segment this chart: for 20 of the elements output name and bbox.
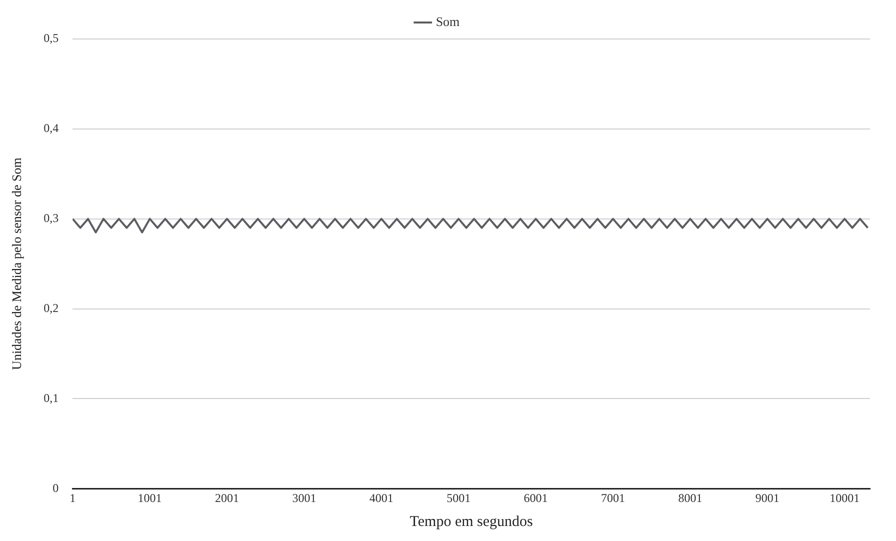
y-tick-label: 0,3 [44,210,59,225]
x-tick-label: 3001 [292,490,316,505]
x-tick-label: 1001 [138,490,162,505]
y-tick-label: 0,1 [44,390,59,405]
x-tick-label: 1 [70,490,76,505]
y-tick-label: 0,2 [44,300,59,315]
y-tick-label: 0,4 [44,121,59,136]
x-tick-label: 9001 [755,490,780,505]
y-tick-label: 0,5 [44,31,59,46]
x-tick-label: 2001 [215,490,239,505]
x-axis-title: Tempo em segundos [410,514,534,530]
x-tick-label: 4001 [369,490,394,505]
y-tick-label: 0 [52,480,59,495]
x-tick-label: 8001 [678,490,702,505]
legend-label: Som [436,14,460,29]
x-tick-label: 10001 [830,490,860,505]
x-tick-label: 7001 [601,490,625,505]
x-tick-label: 5001 [446,490,471,505]
x-tick-label: 6001 [524,490,548,505]
y-axis-title: Unidades de Medida pelo sensor de Som [9,158,24,370]
